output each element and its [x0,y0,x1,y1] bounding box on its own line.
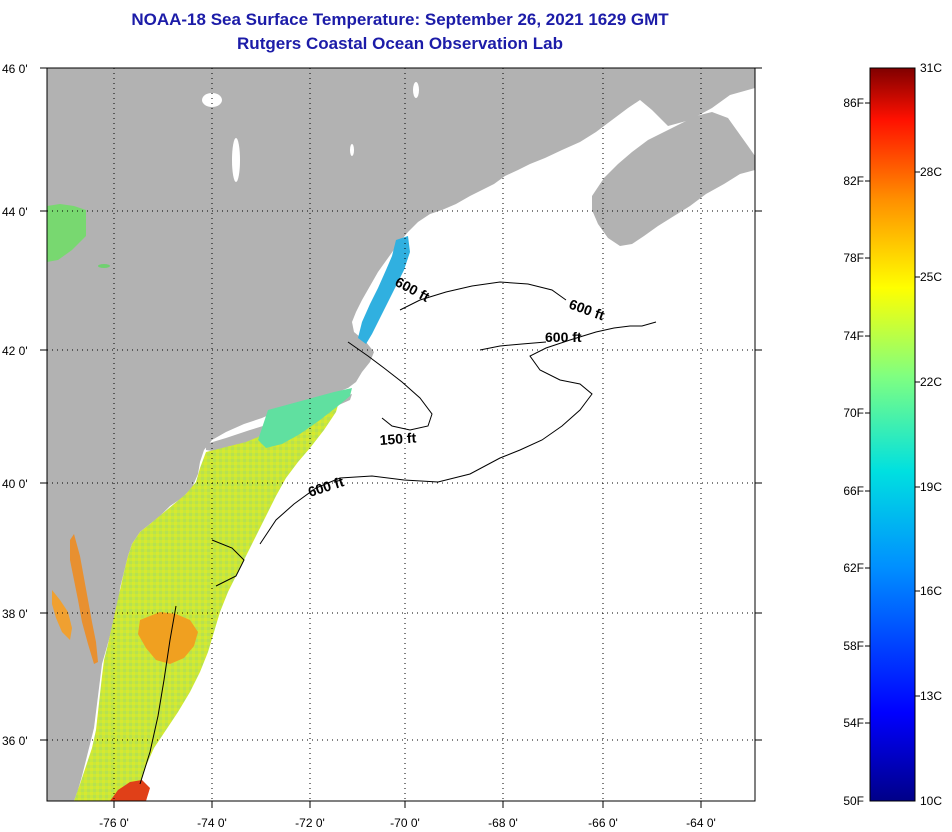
sst-patch-cyan-gulf-maine [358,236,410,344]
map-subtitle: Rutgers Coastal Ocean Observation Lab [237,34,563,53]
cb-c-label: 19C [920,480,942,494]
cb-c-label: 10C [920,794,942,808]
contour-600ft-gulf [399,281,567,311]
cb-f-label: 78F [843,251,864,265]
lake-4 [350,144,354,156]
lat-label: 40 0' [2,477,28,491]
cb-c-label: 13C [920,689,942,703]
map-title: NOAA-18 Sea Surface Temperature: Septemb… [131,10,669,29]
bathymetry-contours [139,281,657,785]
cb-f-label: 74F [843,329,864,343]
cb-c-label: 25C [920,270,942,284]
lat-label: 42 0' [2,344,28,358]
latitude-labels: 46 0' 44 0' 42 0' 40 0' 38 0' 36 0' [2,62,28,748]
graticule [47,68,755,801]
lat-label: 46 0' [2,62,28,76]
cb-f-label: 62F [843,561,864,575]
contour-small [211,539,245,587]
cb-f-label: 54F [843,716,864,730]
sst-patch-hot-corner [110,780,150,801]
lat-label: 44 0' [2,205,28,219]
frame-ticks [40,67,762,808]
cb-f-label: 58F [843,639,864,653]
lake-2 [232,138,240,182]
sst-patch-mid-atlantic [74,398,340,801]
contour-600ft-south [139,605,177,785]
sst-patch-green-northwest [47,204,86,262]
cb-f-label: 70F [843,406,864,420]
sst-patch-chesapeake-orange [52,590,72,640]
sst-patch-warm-south [138,612,198,664]
land-continent [47,68,755,801]
contour-150ft [347,341,433,431]
map-frame [46,67,756,802]
colorbar [869,67,916,802]
cb-c-label: 31C [920,61,942,75]
colorbar-fahrenheit-labels: 86F 82F 78F 74F 70F 66F 62F 58F 54F 50F [843,96,864,808]
lon-label: -74 0' [197,816,227,830]
cb-f-label: 66F [843,484,864,498]
lon-label: -70 0' [390,816,420,830]
contour-label-600ft: 600 ft [545,329,582,345]
contour-600ft-shelf [259,321,657,545]
cb-f-label: 86F [843,96,864,110]
lon-label: -66 0' [588,816,618,830]
sst-patch-green-nyc [258,388,352,448]
lon-label: -72 0' [295,816,325,830]
cb-c-label: 22C [920,375,942,389]
colorbar-ticks [865,102,920,724]
chesapeake-bay [70,534,98,664]
lat-label: 36 0' [2,734,28,748]
lat-label: 38 0' [2,607,28,621]
cb-c-label: 28C [920,165,942,179]
cb-c-label: 16C [920,584,942,598]
land-nova-scotia [592,112,755,246]
cb-f-label: 50F [843,794,864,808]
contour-600ft-georges [479,341,547,351]
lon-label: -64 0' [686,816,716,830]
lon-label: -68 0' [488,816,518,830]
longitude-labels: -76 0' -74 0' -72 0' -70 0' -68 0' -66 0… [99,816,716,830]
lake-1 [202,93,222,107]
map-area [47,68,755,801]
lon-label: -76 0' [99,816,129,830]
lake-5 [98,264,110,268]
colorbar-celsius-labels: 31C 28C 25C 22C 19C 16C 13C 10C [920,61,942,808]
lake-3 [413,82,419,98]
contour-label-150ft: 150 ft [379,429,417,448]
cb-f-label: 82F [843,174,864,188]
